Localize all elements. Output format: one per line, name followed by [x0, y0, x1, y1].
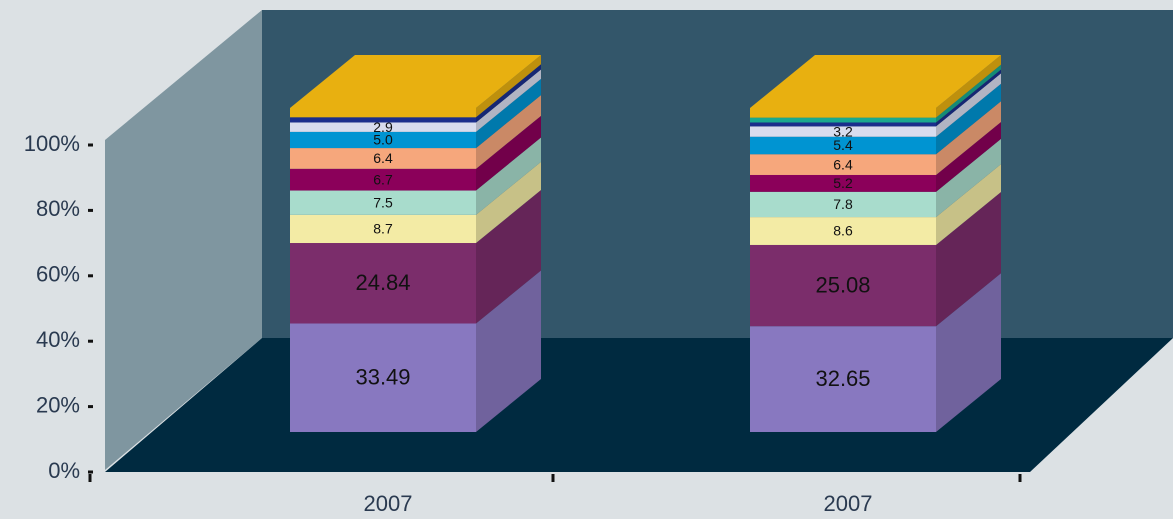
- bar-segment: [750, 191, 936, 218]
- bar-segment-side: [476, 161, 541, 244]
- bar-segment-side: [936, 138, 1001, 218]
- bar-segment: [290, 117, 476, 123]
- data-label: 6.7: [373, 171, 393, 187]
- data-label: 6.4: [373, 150, 393, 166]
- bar-segment-side: [936, 191, 1001, 327]
- bar-segment: [290, 168, 476, 191]
- bar-segment: [750, 217, 936, 245]
- bar-segment: [750, 174, 936, 192]
- data-label: 7.8: [833, 196, 853, 212]
- bar-segment: [750, 326, 936, 432]
- bar-segment: [290, 131, 476, 149]
- bar-segment: [750, 122, 936, 127]
- bar-segment: [290, 148, 476, 169]
- bar-segment-side: [936, 73, 1001, 137]
- bar-segment: [290, 108, 476, 118]
- data-label: 5.0: [373, 132, 393, 148]
- y-tick-label: 80%: [36, 196, 80, 221]
- data-label: 5.4: [833, 137, 853, 153]
- data-label: 3.2: [833, 123, 853, 139]
- bar-segment: [750, 244, 936, 327]
- bar-segment-side: [936, 273, 1001, 432]
- y-tick-label: 40%: [36, 327, 80, 352]
- x-tick-label: 2007: [364, 491, 413, 516]
- data-label: 32.65: [815, 366, 870, 391]
- data-label: 25.08: [815, 272, 870, 297]
- bar-segment: [290, 323, 476, 432]
- bar-segment-side: [936, 101, 1001, 175]
- bar-segment-side: [936, 64, 1001, 123]
- bar-segment-side: [476, 190, 541, 324]
- bar-segment-side: [936, 55, 1001, 118]
- bar-segment-side: [476, 115, 541, 191]
- bar-segment: [290, 243, 476, 324]
- side-wall: [105, 10, 262, 470]
- bar-segment: [750, 136, 936, 155]
- y-tick-label: 20%: [36, 392, 80, 417]
- y-tick-label: 100%: [24, 131, 80, 156]
- bar-segment: [750, 108, 936, 118]
- data-label: 5.2: [833, 175, 853, 191]
- data-label: 24.84: [355, 270, 410, 295]
- bar-segment-side: [476, 270, 541, 432]
- floor: [105, 338, 1173, 472]
- data-label: 33.49: [355, 365, 410, 390]
- bar-segment-side: [936, 121, 1001, 192]
- data-label: 6.4: [833, 156, 853, 172]
- data-label: 2.9: [373, 119, 393, 135]
- x-tick-label: 2007: [824, 491, 873, 516]
- data-label: 8.6: [833, 223, 853, 239]
- data-label: 8.7: [373, 221, 393, 237]
- y-tick-label: 60%: [36, 262, 80, 287]
- data-label: 7.5: [373, 194, 393, 210]
- bar-segment-side: [936, 69, 1001, 127]
- bar-segment: [290, 190, 476, 215]
- bar-segment-side: [476, 64, 541, 123]
- bar-segment: [290, 122, 476, 132]
- bar-segment-side: [476, 95, 541, 169]
- bar-segment: [750, 117, 936, 123]
- bar-segment-side: [476, 69, 541, 132]
- bar-segment-side: [936, 83, 1001, 155]
- bar-segment-side: [476, 55, 541, 118]
- bar-segment-side: [936, 164, 1001, 245]
- bar-top: [750, 55, 1001, 108]
- bar-segment: [290, 214, 476, 244]
- bar-segment: [750, 126, 936, 137]
- bar-top: [290, 55, 541, 108]
- bar-segment-side: [476, 78, 541, 149]
- bar-segment-side: [476, 137, 541, 215]
- bar-segment: [750, 154, 936, 175]
- y-tick-label: 0%: [48, 458, 80, 483]
